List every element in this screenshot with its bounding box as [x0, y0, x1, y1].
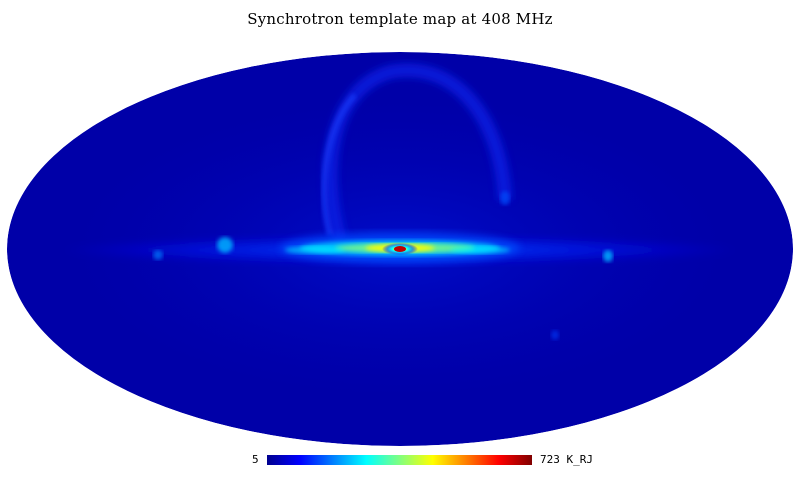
- colorbar: [267, 455, 532, 465]
- vela-region: [603, 250, 613, 262]
- colorbar-max-label: 723 K_RJ: [540, 453, 593, 466]
- colorbar-min-label: 5: [252, 453, 259, 466]
- map-title: Synchrotron template map at 408 MHz: [247, 10, 553, 28]
- cygnus-region: [217, 237, 233, 253]
- north-polar-spur: [323, 63, 512, 242]
